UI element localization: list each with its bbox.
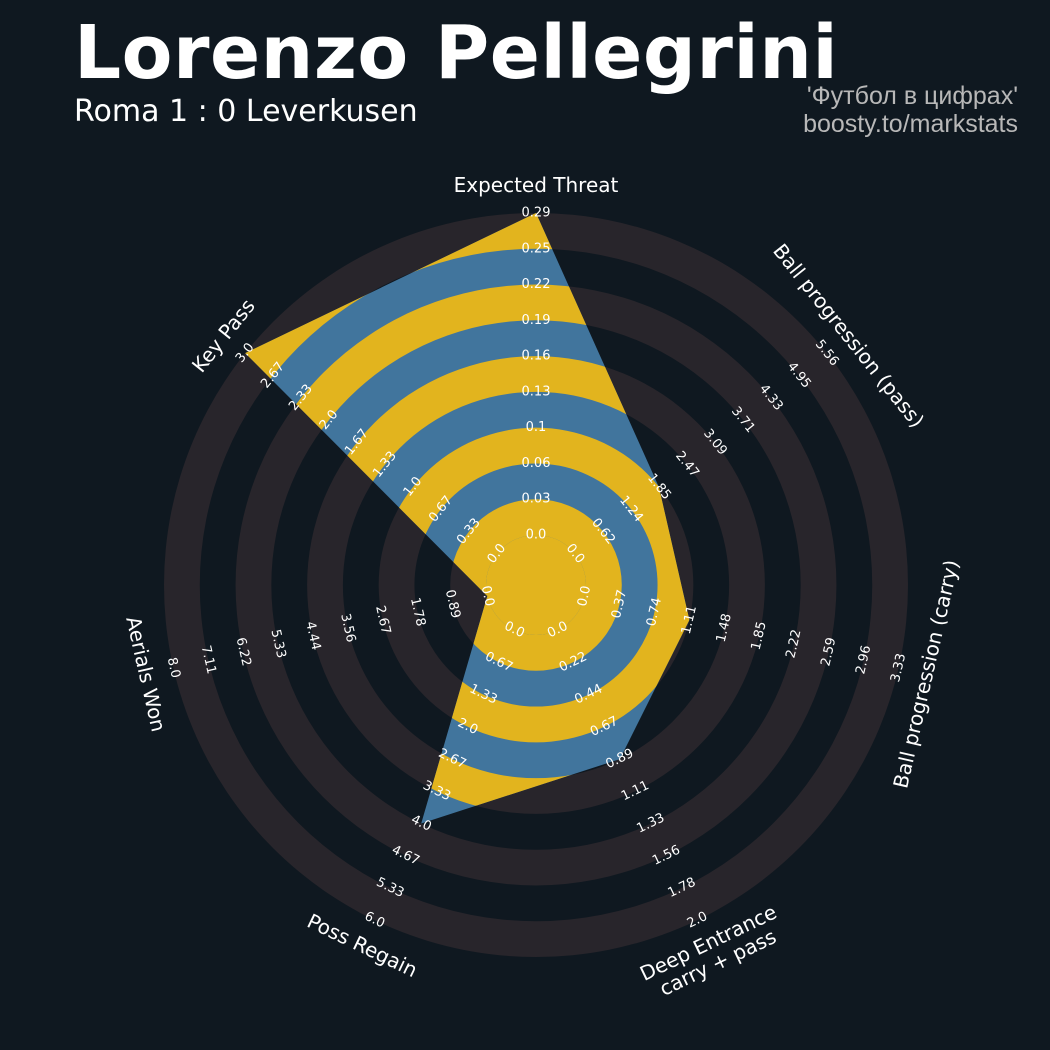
tick-label: 2.22 bbox=[783, 628, 804, 660]
axis-label: Aerials Won bbox=[121, 614, 171, 734]
tick-label: 0.16 bbox=[522, 349, 551, 364]
tick-label: 0.06 bbox=[522, 456, 551, 471]
tick-label: 0.37 bbox=[609, 588, 630, 620]
tick-label: 0.0 bbox=[575, 584, 594, 608]
tick-label: 1.85 bbox=[749, 620, 770, 652]
axis-label-group: Expected Threat bbox=[454, 173, 619, 197]
tick-label: 1.78 bbox=[407, 596, 428, 628]
tick-label: 4.44 bbox=[302, 620, 323, 652]
tick-label: 3.33 bbox=[888, 652, 909, 684]
tick-label: 0.1 bbox=[526, 420, 547, 435]
tick-label: 1.11 bbox=[679, 604, 700, 636]
tick-label: 0.74 bbox=[644, 596, 665, 628]
tick-label: 0.22 bbox=[522, 277, 551, 292]
axis-label-group: Aerials Won bbox=[121, 614, 171, 734]
player-name-title: Lorenzo Pellegrini bbox=[74, 10, 839, 96]
tick-label: 7.11 bbox=[198, 644, 219, 676]
credit-block: 'Футбол в цифрах' boosty.to/markstats bbox=[803, 82, 1018, 138]
player-highlight-rings bbox=[245, 213, 690, 824]
tick-label: 0.13 bbox=[522, 384, 551, 399]
tick-label: 0.89 bbox=[442, 588, 463, 620]
tick-label: 0.0 bbox=[478, 584, 497, 608]
tick-label: 8.0 bbox=[164, 656, 183, 680]
tick-label: 0.29 bbox=[522, 206, 551, 221]
tick-label: 3.56 bbox=[337, 612, 358, 644]
tick-label: 0.19 bbox=[522, 313, 551, 328]
tick-label: 2.59 bbox=[818, 636, 839, 668]
tick-label: 6.22 bbox=[233, 636, 254, 668]
tick-label: 5.33 bbox=[267, 628, 288, 660]
match-subtitle: Roma 1 : 0 Leverkusen bbox=[74, 94, 418, 129]
tick-label: 2.67 bbox=[372, 604, 393, 636]
credit-url: boosty.to/markstats bbox=[803, 110, 1018, 138]
tick-label: 0.25 bbox=[522, 241, 551, 256]
tick-label: 0.0 bbox=[526, 528, 547, 543]
player-center-disc bbox=[486, 535, 586, 635]
player-ring-0 bbox=[450, 499, 622, 671]
tick-label: 2.96 bbox=[853, 644, 874, 676]
tick-label: 0.03 bbox=[522, 492, 551, 507]
credit-channel-name: 'Футбол в цифрах' bbox=[806, 82, 1018, 110]
tick-label: 1.48 bbox=[714, 612, 735, 644]
axis-label: Expected Threat bbox=[454, 173, 619, 197]
